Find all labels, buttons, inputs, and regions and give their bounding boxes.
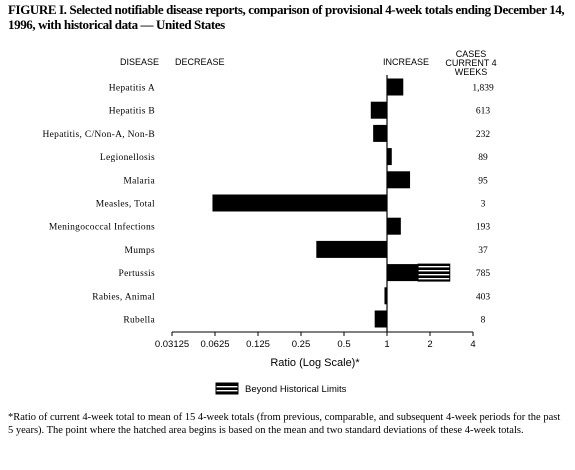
- ratio-bar-chart: 0.03125 0.0625 0.125 0.25 0.5 1 2 4 Hepatitis A…: [42, 75, 494, 395]
- x-tick-label: 0.03125: [155, 339, 189, 350]
- bar: [374, 310, 387, 328]
- bar: [370, 101, 387, 119]
- bar: [387, 78, 404, 96]
- bar: [387, 217, 401, 235]
- category-label: Legionellosis: [100, 153, 155, 163]
- category-label: Rabies, Animal: [92, 292, 155, 302]
- cases-value: 785: [476, 269, 491, 279]
- legend-hatch-swatch: [215, 382, 239, 395]
- bar: [387, 148, 392, 166]
- category-label: Rubella: [123, 316, 155, 326]
- increase-header: INCREASE: [383, 57, 430, 67]
- category-label: Hepatitis A: [109, 84, 155, 94]
- bar: [316, 240, 387, 258]
- x-tick-label: 0.25: [292, 339, 311, 350]
- category-label: Hepatitis, C/Non-A, Non-B: [42, 130, 155, 140]
- bar: [373, 124, 387, 142]
- category-label: Hepatitis B: [109, 107, 155, 117]
- cases-value: 232: [476, 130, 491, 140]
- x-tick-label: 4: [470, 339, 475, 350]
- bar: [384, 287, 387, 305]
- decrease-header: DECREASE: [175, 57, 225, 67]
- cases-value: 37: [478, 246, 488, 256]
- x-tick-label: 0.125: [246, 339, 270, 350]
- cases-value: 3: [481, 200, 486, 210]
- category-label: Meningococcal Infections: [49, 222, 155, 233]
- cases-value: 1,839: [472, 84, 494, 94]
- cases-column-header: CASES CURRENT 4 WEEKS: [445, 49, 497, 77]
- cases-value: 8: [481, 316, 486, 326]
- cases-value: 95: [478, 176, 488, 186]
- x-tick-label: 1: [384, 339, 389, 350]
- bar: [387, 171, 411, 189]
- x-tick-label: 2: [427, 339, 432, 350]
- cases-value: 403: [476, 292, 491, 302]
- figure-title: FIGURE I. Selected notifiable disease re…: [8, 2, 565, 32]
- cases-value: 613: [476, 107, 491, 117]
- legend-label: Beyond Historical Limits: [245, 384, 347, 395]
- cases-value: 193: [476, 223, 491, 233]
- x-tick-label: 0.0625: [200, 339, 229, 350]
- bar-beyond-limits: [417, 263, 451, 282]
- cases-value: 89: [478, 153, 488, 163]
- bar: [212, 194, 387, 212]
- footnote: *Ratio of current 4-week total to mean o…: [8, 412, 561, 436]
- category-label: Measles, Total: [96, 200, 155, 210]
- disease-column-header: DISEASE: [120, 57, 160, 67]
- x-tick-label: 0.5: [337, 339, 350, 350]
- category-label: Mumps: [124, 246, 155, 256]
- x-axis-label: Ratio (Log Scale)*: [270, 357, 360, 369]
- category-label: Pertussis: [119, 269, 155, 279]
- category-label: Malaria: [123, 176, 155, 186]
